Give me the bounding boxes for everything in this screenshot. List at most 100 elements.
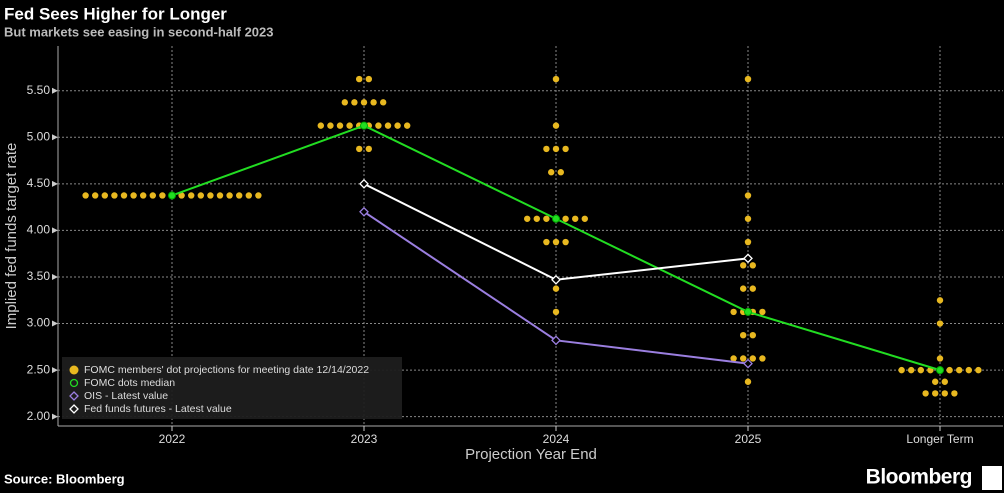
legend-label: Fed funds futures - Latest value [84, 403, 232, 415]
dot [932, 378, 939, 385]
dot [552, 122, 560, 129]
dot [744, 215, 752, 222]
median-point [936, 366, 944, 375]
dot [932, 390, 939, 397]
dot [159, 192, 166, 199]
legend-symbol [69, 378, 79, 388]
point [551, 274, 561, 285]
chart-subtitle: But markets see easing in second-half 20… [4, 24, 274, 39]
dot [375, 122, 382, 129]
dot [188, 192, 195, 199]
median-point [552, 214, 560, 223]
dot [370, 99, 377, 106]
x-tick-label: 2022 [159, 432, 186, 446]
dot [936, 320, 944, 327]
dot [216, 192, 224, 199]
dot [936, 297, 944, 304]
dot [543, 215, 550, 222]
dot [941, 378, 948, 385]
y-tick-mark [52, 87, 58, 94]
dot [255, 192, 262, 199]
dot [744, 378, 752, 385]
dot [82, 192, 89, 199]
y-tick-label: 3.50 [27, 269, 51, 283]
dot [552, 238, 560, 246]
point [359, 206, 369, 217]
dot [543, 145, 550, 153]
legend: FOMC members' dot projections for meetin… [62, 357, 402, 419]
dot [759, 355, 766, 362]
dot [552, 285, 560, 292]
dot [101, 192, 109, 199]
dot [404, 122, 411, 129]
dot [140, 192, 147, 199]
legend-label: FOMC dots median [84, 377, 175, 389]
y-tick-label: 5.50 [27, 83, 51, 97]
dot [360, 99, 368, 106]
dot [336, 122, 344, 129]
dot [394, 122, 401, 129]
dot [744, 238, 752, 246]
median-point [360, 121, 368, 130]
point [743, 253, 753, 264]
y-tick-mark [52, 367, 58, 374]
y-tick-label: 4.00 [27, 223, 51, 237]
y-axis-title: Implied fed funds target rate [3, 143, 20, 330]
dot [740, 262, 747, 269]
y-tick-mark [52, 134, 58, 141]
dot [178, 192, 185, 199]
dot [365, 145, 372, 153]
legend-symbol [69, 365, 79, 375]
dot [744, 192, 752, 199]
dot [740, 285, 747, 292]
dot [749, 262, 756, 269]
dot [557, 169, 564, 176]
dot [562, 215, 569, 222]
dot [730, 355, 737, 362]
dot [384, 122, 392, 129]
dot [524, 215, 531, 222]
point [743, 358, 753, 369]
dot [327, 122, 334, 129]
dot [744, 75, 752, 83]
dot [562, 145, 569, 153]
dot [341, 99, 348, 106]
x-tick-label: 2024 [543, 432, 570, 446]
y-tick-mark [52, 227, 58, 234]
y-tick-mark [52, 180, 58, 187]
dot [552, 145, 560, 153]
dot [226, 192, 233, 199]
x-tick-label: 2023 [351, 432, 378, 446]
point [359, 178, 369, 189]
dot [356, 145, 363, 153]
dot [207, 192, 214, 199]
x-tick-label: 2025 [735, 432, 762, 446]
dot [533, 215, 540, 222]
y-tick-mark [52, 320, 58, 327]
dot [365, 75, 372, 83]
dot [197, 192, 204, 199]
dot [740, 355, 747, 362]
plot-area: 2.00 2.50 3.00 3.50 4.00 4.50 5.00 5.50 2022 2023… [27, 46, 1003, 446]
dot [92, 192, 99, 199]
y-tick-label: 5.00 [27, 129, 51, 143]
dot [922, 390, 929, 397]
dot [245, 192, 252, 199]
dot [548, 169, 555, 176]
y-tick-label: 2.00 [27, 409, 51, 423]
dot [759, 308, 766, 316]
dot [581, 215, 588, 222]
dot [543, 238, 550, 246]
dot [130, 192, 137, 199]
chart-title: Fed Sees Higher for Longer [4, 4, 227, 23]
brand-logo: Bloomberg [866, 466, 972, 489]
dot [552, 308, 560, 316]
legend-label: OIS - Latest value [84, 390, 168, 402]
dot [898, 366, 905, 374]
legend-label: FOMC members' dot projections for meetin… [84, 364, 369, 376]
y-tick-label: 3.00 [27, 316, 51, 330]
y-tick-mark [52, 413, 58, 420]
dot [749, 355, 756, 362]
